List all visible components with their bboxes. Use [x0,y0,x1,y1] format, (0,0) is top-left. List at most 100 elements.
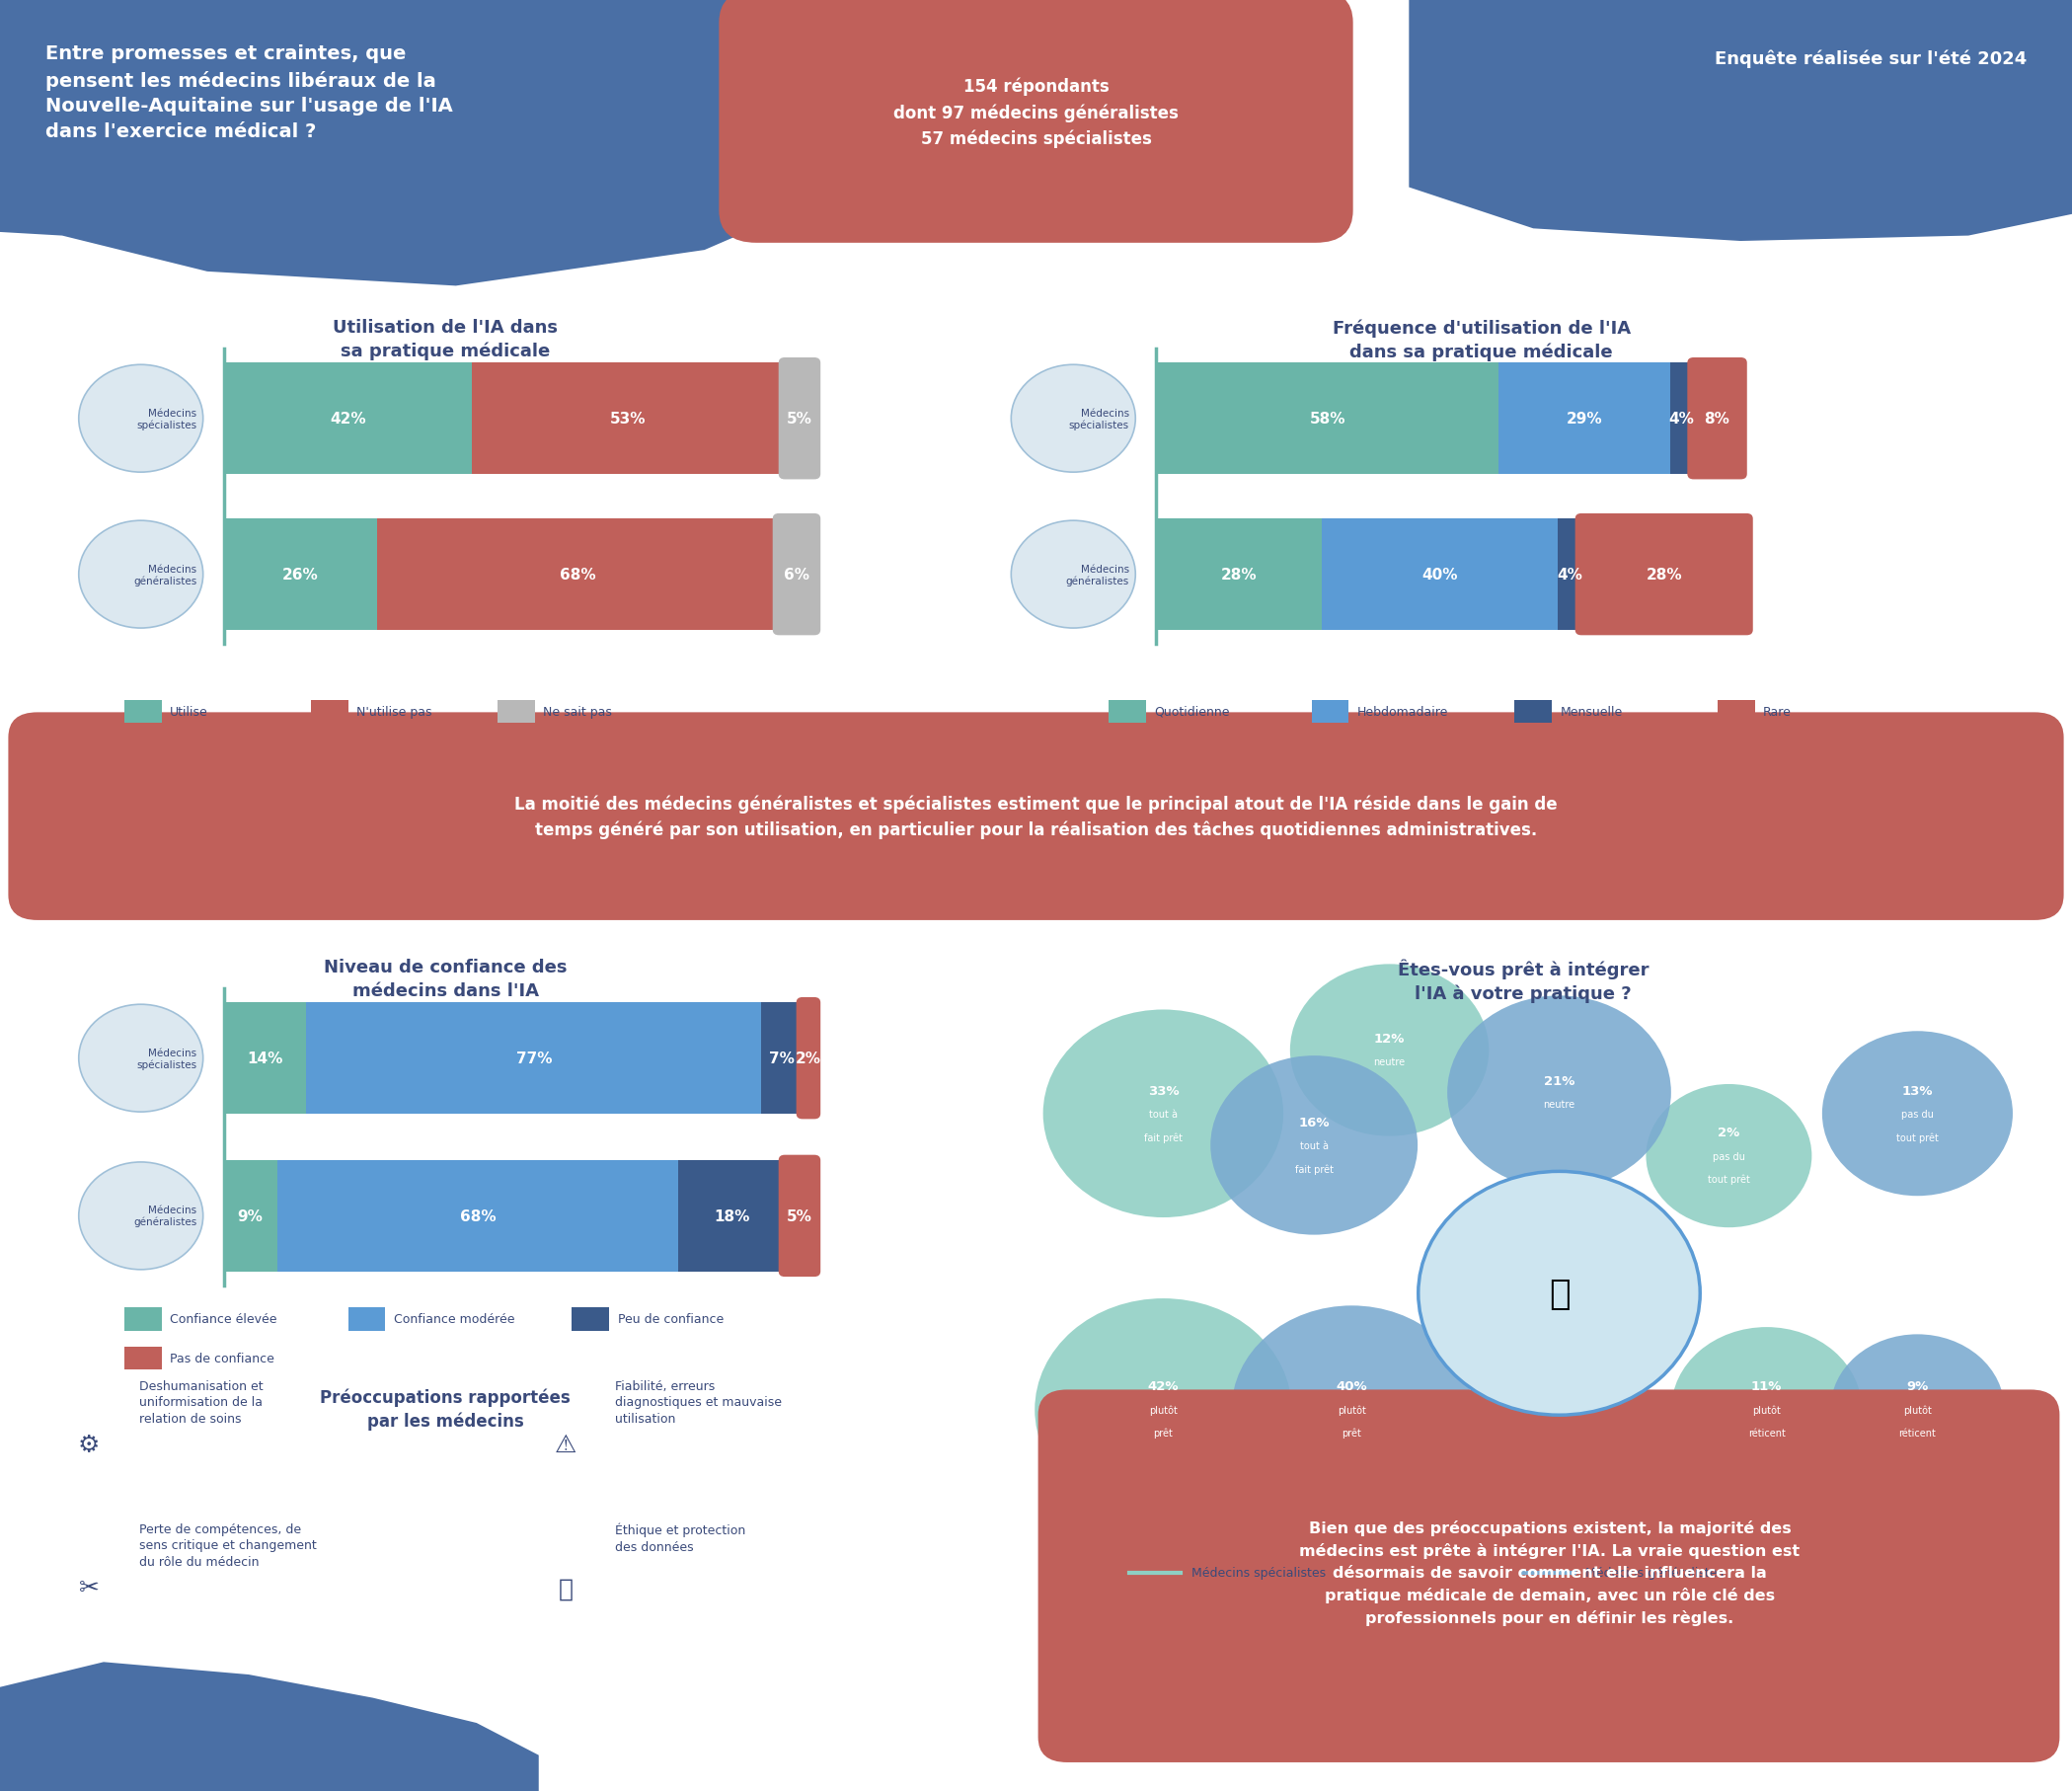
Circle shape [1419,1171,1699,1415]
Text: Ne sait pas: Ne sait pas [543,706,611,718]
Text: Fréquence d'utilisation de l'IA
dans sa pratique médicale: Fréquence d'utilisation de l'IA dans sa … [1332,319,1631,362]
Bar [678,1161,785,1272]
Text: Bien que des préoccupations existent, la majorité des
médecins est prête à intég: Bien que des préoccupations existent, la… [1299,1521,1801,1624]
Circle shape [79,1005,203,1112]
Text: ⚙: ⚙ [79,1433,99,1456]
FancyBboxPatch shape [1038,1390,2060,1762]
Text: 🧠: 🧠 [1548,1277,1571,1311]
Text: Médecins
généralistes: Médecins généralistes [1065,564,1129,586]
Circle shape [1291,964,1490,1137]
Text: 6%: 6% [783,568,810,582]
Text: Hebdomadaire: Hebdomadaire [1357,706,1448,718]
Text: plutôt: plutôt [1904,1404,1931,1415]
Text: tout prêt: tout prêt [1707,1175,1751,1184]
Text: Perte de compétences, de
sens critique et changement
du rôle du médecin: Perte de compétences, de sens critique e… [139,1522,317,1567]
Bar [497,700,535,724]
Circle shape [1011,365,1135,473]
Text: 154 répondants
dont 97 médecins généralistes
57 médecins spécialistes: 154 répondants dont 97 médecins générali… [893,77,1179,149]
Text: 26%: 26% [282,568,319,582]
Text: Mensuelle: Mensuelle [1560,706,1622,718]
Text: 58%: 58% [1310,412,1345,426]
Text: prêt: prêt [1343,1427,1361,1438]
Text: 8%: 8% [1705,412,1730,426]
Text: ⚠: ⚠ [555,1433,576,1456]
Text: plutôt: plutôt [1150,1404,1177,1415]
Text: 7%: 7% [769,1051,794,1066]
Text: 🛡: 🛡 [557,1576,574,1599]
Text: Confiance modérée: Confiance modérée [394,1313,514,1325]
Text: Enquête réalisée sur l'été 2024: Enquête réalisée sur l'été 2024 [1714,50,2026,68]
Text: ✂: ✂ [79,1576,99,1599]
Text: tout à: tout à [1299,1141,1328,1150]
Text: Utilisation de l'IA dans
sa pratique médicale: Utilisation de l'IA dans sa pratique méd… [334,319,557,360]
Text: réticent: réticent [1749,1427,1786,1438]
FancyBboxPatch shape [779,358,821,480]
FancyBboxPatch shape [1575,514,1753,636]
Text: Médecins
spécialistes: Médecins spécialistes [1069,408,1129,430]
Bar [1718,700,1755,724]
FancyBboxPatch shape [1687,358,1747,480]
Text: Quotidienne: Quotidienne [1154,706,1229,718]
Bar [472,364,785,475]
FancyBboxPatch shape [8,713,2064,921]
Text: prêt: prêt [1154,1427,1173,1438]
Polygon shape [0,0,850,287]
Text: 5%: 5% [787,1209,812,1223]
Text: Préoccupations rapportées
par les médecins: Préoccupations rapportées par les médeci… [321,1388,570,1431]
Text: tout à: tout à [1148,1109,1177,1119]
Text: Médecins
spécialistes: Médecins spécialistes [137,408,197,430]
Text: 40%: 40% [1421,568,1457,582]
Text: 21%: 21% [1544,1075,1575,1087]
Bar [224,364,472,475]
Text: 16%: 16% [1299,1116,1330,1128]
Text: Fiabilité, erreurs
diagnostiques et mauvaise
utilisation: Fiabilité, erreurs diagnostiques et mauv… [615,1379,783,1424]
Text: Médecins
spécialistes: Médecins spécialistes [137,1048,197,1069]
Text: 77%: 77% [516,1051,551,1066]
Text: La moitié des médecins généralistes et spécialistes estiment que le principal at: La moitié des médecins généralistes et s… [514,795,1558,838]
Circle shape [1821,1032,2012,1196]
Bar [1156,519,1322,630]
Polygon shape [1409,0,2072,242]
Text: Pas de confiance: Pas de confiance [170,1352,274,1365]
Circle shape [1034,1298,1291,1521]
Text: 12%: 12% [1374,1032,1405,1046]
Text: 4%: 4% [1556,568,1583,582]
Bar [278,1161,678,1272]
Bar [1498,364,1670,475]
Text: 5%: 5% [787,412,812,426]
Polygon shape [0,1662,539,1791]
Bar [124,1347,162,1370]
Text: 9%: 9% [1906,1381,1929,1393]
Circle shape [1210,1057,1417,1236]
Text: réticent: réticent [1898,1427,1935,1438]
Circle shape [1672,1327,1863,1492]
Text: Êtes-vous prêt à intégrer
l'IA à votre pratique ?: Êtes-vous prêt à intégrer l'IA à votre p… [1397,958,1649,1003]
Text: pas du: pas du [1902,1109,1933,1119]
Text: 53%: 53% [611,412,646,426]
Text: Médecins généralistes: Médecins généralistes [1585,1565,1724,1580]
Text: Médecins
généralistes: Médecins généralistes [133,1205,197,1227]
Text: 33%: 33% [1148,1084,1179,1096]
Text: 18%: 18% [713,1209,750,1223]
Text: plutôt: plutôt [1339,1404,1365,1415]
Text: Peu de confiance: Peu de confiance [617,1313,723,1325]
Bar [377,519,779,630]
Text: plutôt: plutôt [1753,1404,1780,1415]
Text: 28%: 28% [1645,568,1682,582]
Text: 13%: 13% [1902,1084,1933,1096]
Bar [572,1307,609,1331]
Text: 29%: 29% [1566,412,1602,426]
Bar [1558,519,1581,630]
Bar [224,1161,278,1272]
Text: 40%: 40% [1336,1381,1368,1393]
Text: N'utilise pas: N'utilise pas [356,706,431,718]
Text: Éthique et protection
des données: Éthique et protection des données [615,1522,746,1553]
Text: 28%: 28% [1220,568,1258,582]
Text: 11%: 11% [1751,1381,1782,1393]
Text: Confiance élevée: Confiance élevée [170,1313,278,1325]
Text: 42%: 42% [1148,1381,1179,1393]
Circle shape [79,1162,203,1270]
Text: neutre: neutre [1374,1057,1405,1067]
Bar [307,1003,760,1114]
Circle shape [1645,1084,1811,1229]
